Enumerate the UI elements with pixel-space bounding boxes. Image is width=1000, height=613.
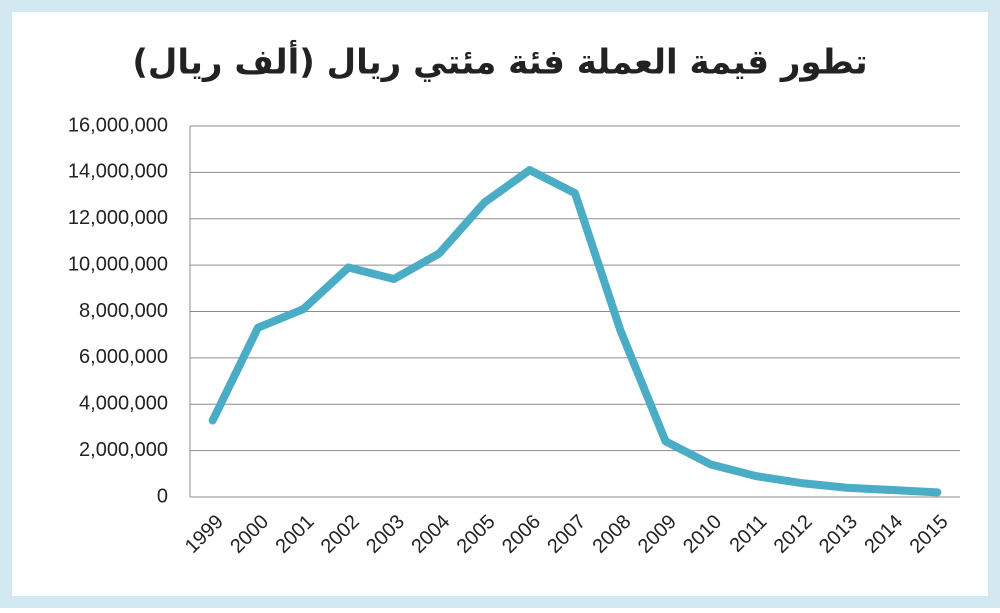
y-tick-label: 6,000,000 xyxy=(79,346,168,368)
y-tick-label: 14,000,000 xyxy=(68,161,168,183)
chart-title: تطور قيمة العملة فئة مئتي ريال (ألف ريال… xyxy=(132,40,867,83)
y-tick-label: 8,000,000 xyxy=(79,300,168,322)
y-tick-label: 0 xyxy=(157,485,168,507)
chart-area xyxy=(12,12,988,596)
y-tick-label: 10,000,000 xyxy=(68,253,168,275)
y-tick-label: 4,000,000 xyxy=(79,393,168,415)
y-tick-label: 12,000,000 xyxy=(68,207,168,229)
data-line xyxy=(208,166,942,497)
y-tick-label: 16,000,000 xyxy=(68,114,168,136)
y-tick-label: 2,000,000 xyxy=(79,439,168,461)
